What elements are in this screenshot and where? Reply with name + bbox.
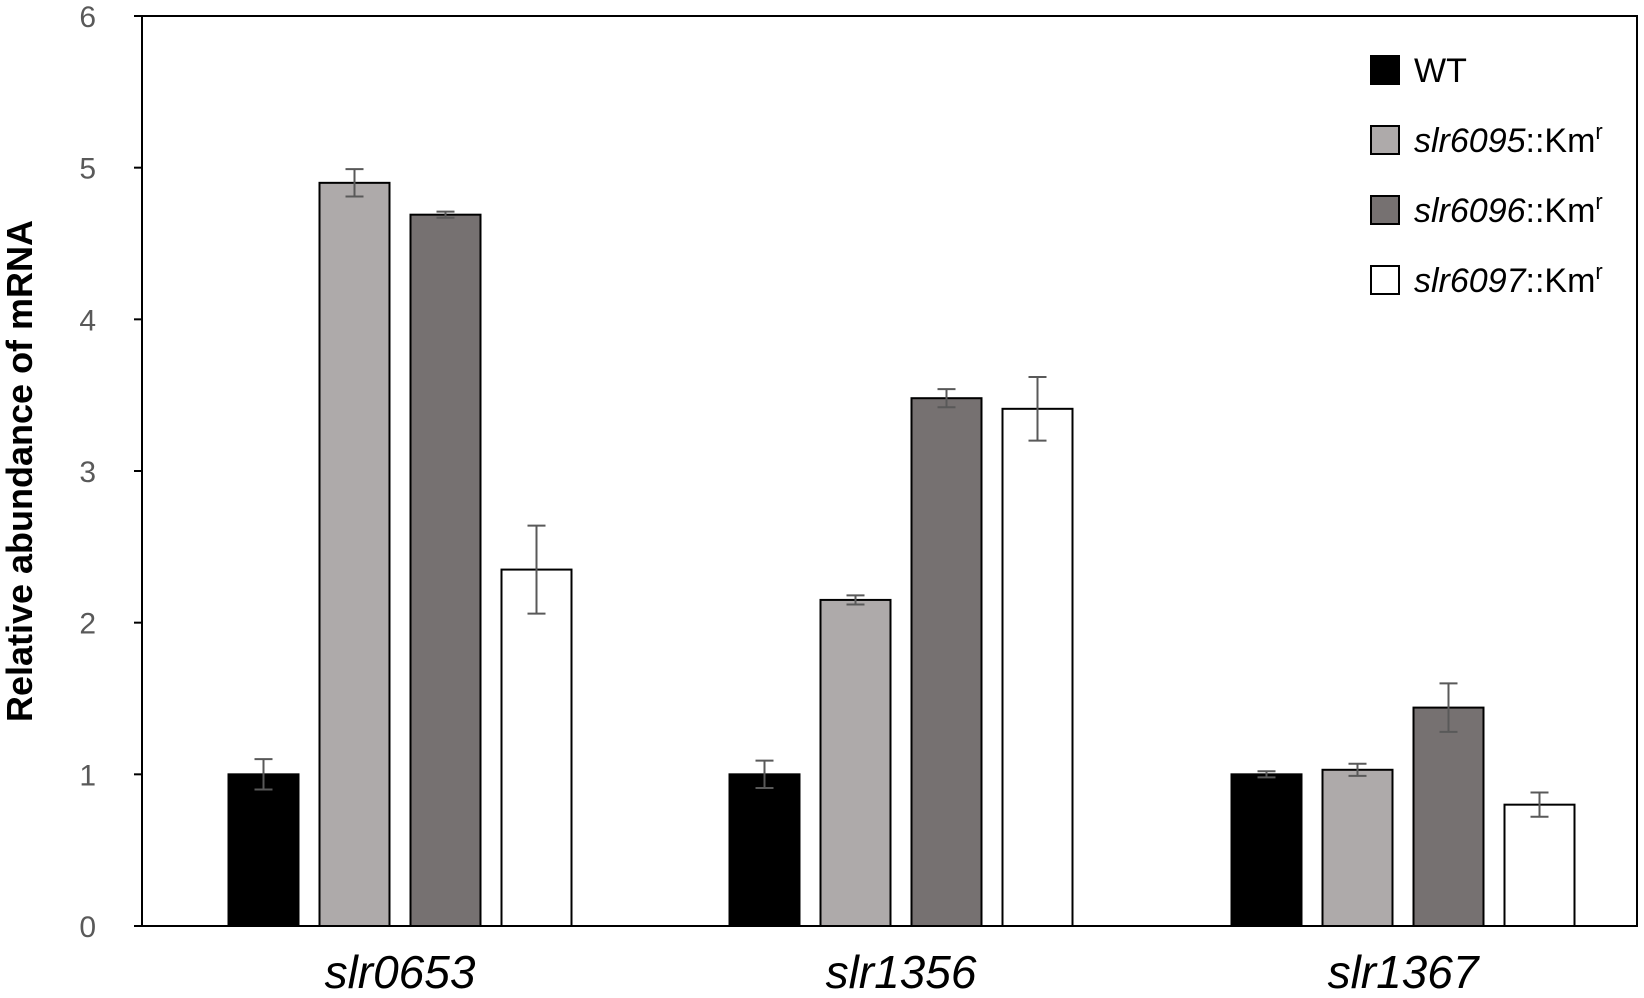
error-bar — [527, 524, 546, 615]
legend-label: slr6095::Kmr — [1414, 119, 1603, 160]
bar-slr1356-s2 — [910, 397, 983, 927]
error-bar — [436, 210, 455, 219]
y-tick-label: 2 — [79, 608, 96, 641]
legend-swatch — [1370, 125, 1400, 155]
bar-slr0653-s1 — [318, 181, 391, 928]
bar-slr1367-s2 — [1412, 706, 1485, 927]
legend-item: WT — [1370, 52, 1467, 90]
x-axis: slr0653 slr1356 slr1367 — [325, 946, 1480, 998]
legend-swatch — [1370, 55, 1400, 85]
error-bar — [1439, 682, 1458, 733]
error-bar — [846, 594, 865, 606]
legend-swatch — [1370, 265, 1400, 295]
bar-slr1367-s0 — [1230, 773, 1303, 927]
bar-slr1356-s3 — [1001, 407, 1074, 928]
legend-label: slr6096::Kmr — [1414, 189, 1603, 230]
category-label: slr1367 — [1328, 946, 1480, 998]
y-tick-label: 6 — [79, 1, 96, 34]
error-bar — [1348, 762, 1367, 777]
legend-label: slr6097::Kmr — [1414, 259, 1603, 300]
bar-slr1367-s3 — [1503, 803, 1576, 928]
error-bar — [254, 758, 273, 791]
y-tick-label: 0 — [79, 911, 96, 944]
bar-slr0653-s2 — [409, 213, 482, 927]
error-bar — [755, 759, 774, 789]
error-bars — [254, 168, 1549, 818]
error-bar — [345, 168, 364, 198]
bar-slr1356-s1 — [819, 598, 892, 928]
legend-item: slr6097::Kmr — [1370, 259, 1603, 300]
error-bar — [937, 388, 956, 409]
bar-slr1356-s0 — [728, 773, 801, 927]
y-tick-label: 1 — [79, 759, 96, 792]
error-bar — [1028, 375, 1047, 442]
bar-slr1367-s1 — [1321, 768, 1394, 927]
legend-label: WT — [1414, 52, 1467, 90]
y-tick-label: 3 — [79, 456, 96, 489]
legend-item: slr6096::Kmr — [1370, 189, 1603, 230]
bar-slr0653-s3 — [500, 568, 573, 927]
y-axis-label: Relative abundance of mRNA — [0, 220, 40, 722]
legend-swatch — [1370, 195, 1400, 225]
y-tick-label: 5 — [79, 153, 96, 186]
category-label: slr1356 — [826, 946, 977, 998]
error-bar — [1530, 791, 1549, 818]
category-label: slr0653 — [325, 946, 476, 998]
bar-slr0653-s0 — [227, 773, 300, 927]
legend-item: slr6095::Kmr — [1370, 119, 1603, 160]
y-axis: 0 1 2 3 4 5 6 — [79, 1, 142, 944]
bars — [227, 181, 1576, 928]
y-tick-label: 4 — [79, 304, 96, 337]
error-bar — [1257, 770, 1276, 779]
